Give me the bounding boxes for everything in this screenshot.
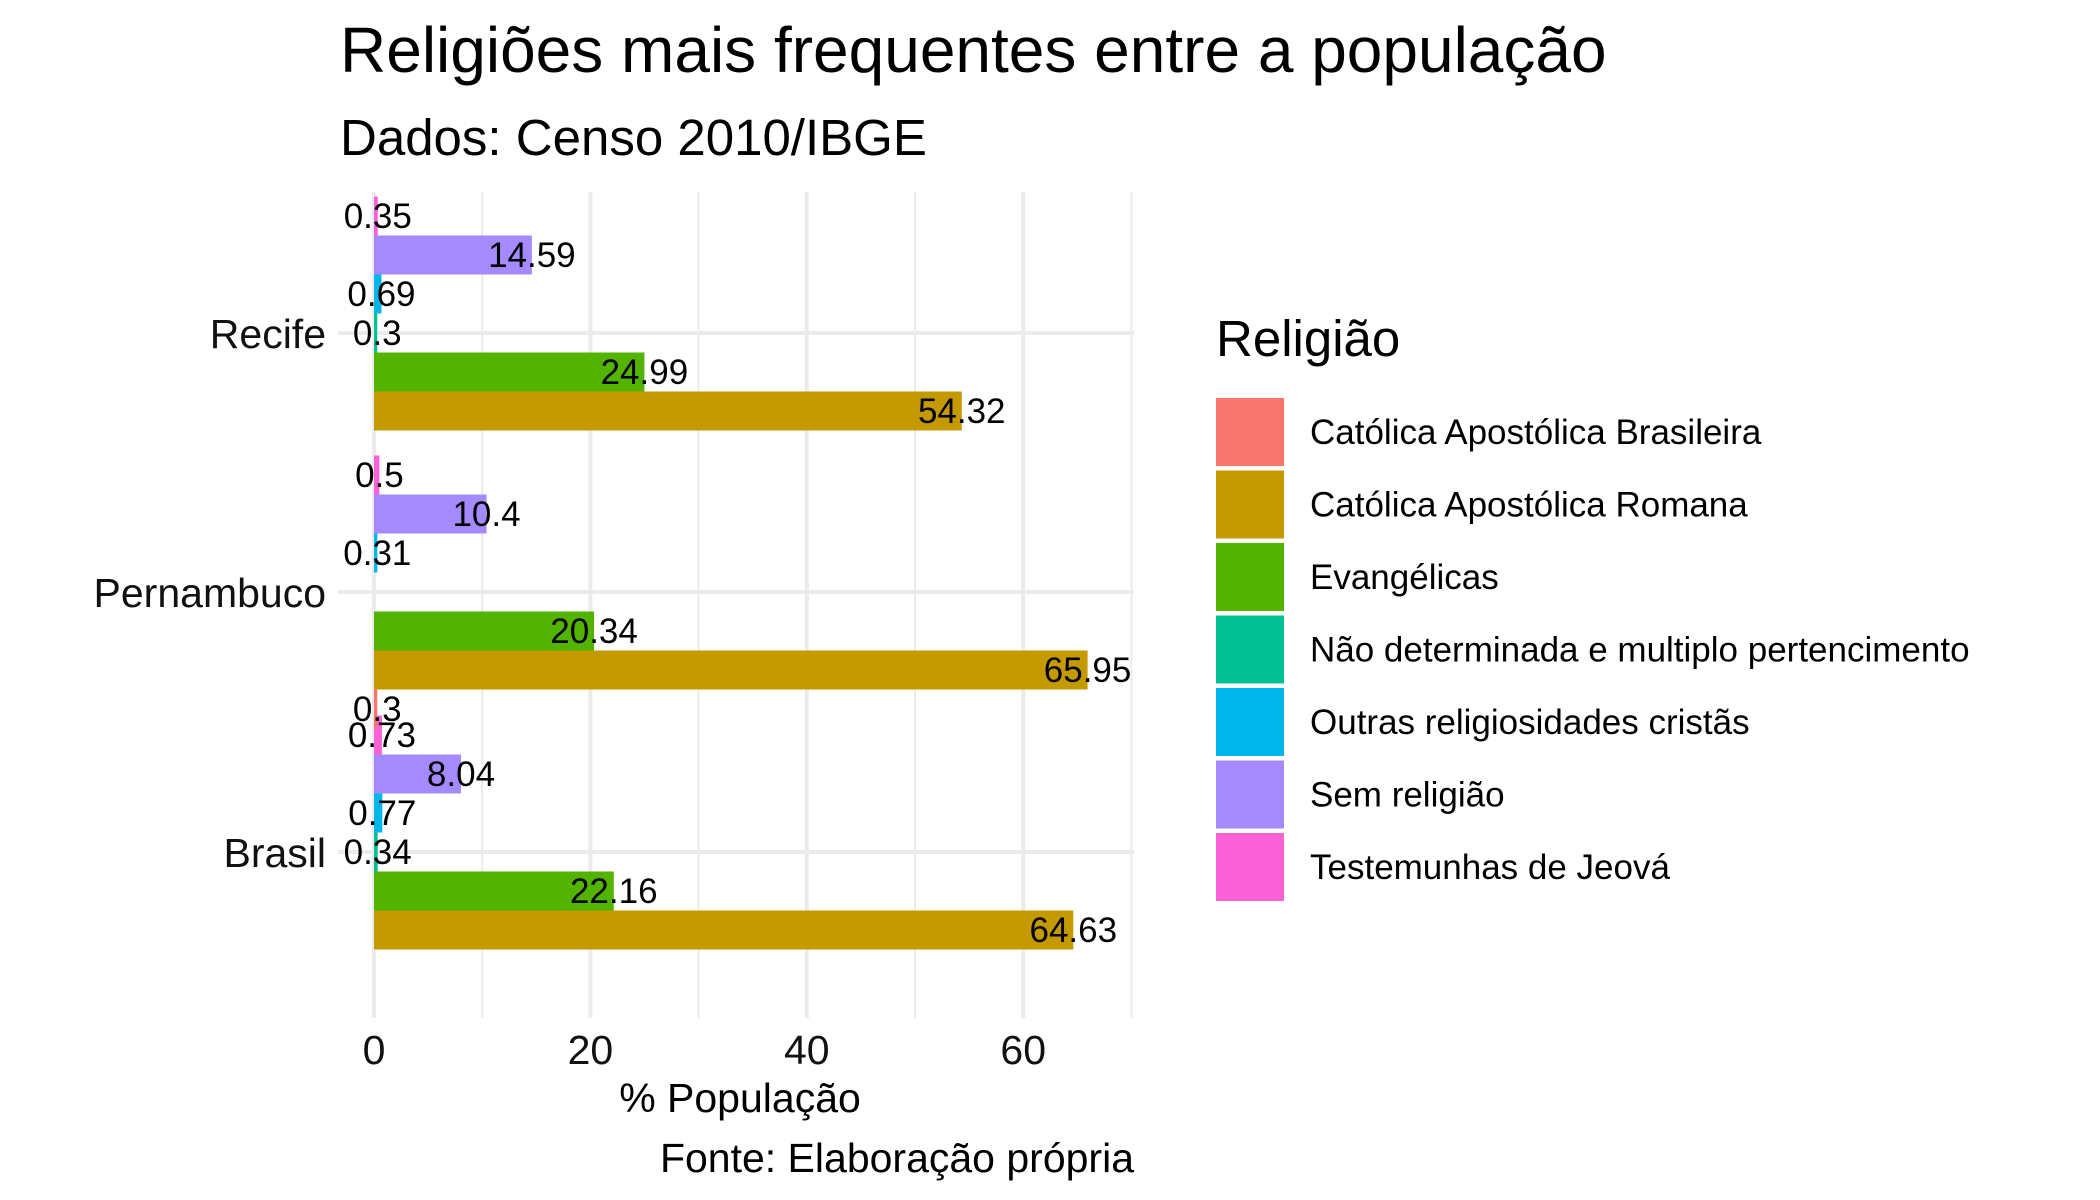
data-label: 0.5: [355, 456, 404, 495]
legend-key: [1216, 760, 1284, 829]
data-label: 14.59: [488, 236, 576, 275]
bar: [374, 274, 382, 314]
bar: [374, 494, 487, 534]
data-label: 65.95: [1044, 651, 1132, 690]
x-tick-label: 40: [784, 1027, 830, 1073]
x-axis: 0 20 40 60: [363, 1027, 1046, 1073]
data-label: 0.69: [347, 275, 415, 314]
legend-label: Não determinada e multiplo pertencimento: [1310, 631, 1970, 670]
bar: [374, 793, 383, 833]
grid: [338, 192, 1134, 1018]
y-axis: Brasil Pernambuco Recife: [94, 311, 326, 876]
bars: [374, 196, 1088, 950]
bar: [374, 871, 614, 911]
legend-key: [1216, 470, 1284, 539]
legend-label: Outras religiosidades cristãs: [1310, 703, 1750, 742]
legend-key: [1216, 833, 1284, 901]
bar: [374, 689, 378, 729]
legend-label: Católica Apostólica Brasileira: [1310, 413, 1762, 452]
bar: [374, 611, 595, 651]
data-label: 64.63: [1029, 911, 1117, 950]
legend-item: Não determinada e multiplo pertencimento: [1216, 615, 1970, 684]
legend-title: Religião: [1216, 310, 1400, 367]
legend-label: Sem religião: [1310, 776, 1505, 815]
x-tick-label: 60: [1000, 1027, 1046, 1073]
x-tick-label: 20: [568, 1027, 614, 1073]
y-tick-label: Brasil: [223, 830, 326, 876]
bar: [374, 650, 1088, 690]
bar: [374, 313, 378, 353]
data-labels: 64.6322.160.340.778.040.730.365.9520.340…: [343, 197, 1131, 950]
bar: [374, 196, 378, 236]
data-label: 0.34: [344, 833, 412, 872]
data-label: 0.73: [348, 716, 416, 755]
legend-label: Evangélicas: [1310, 558, 1499, 597]
bar: [374, 391, 962, 431]
x-tick-label: 0: [363, 1027, 386, 1073]
legend-item: Outras religiosidades cristãs: [1216, 688, 1750, 756]
data-label: 22.16: [570, 872, 658, 911]
bar: [374, 910, 1074, 950]
y-tick-label: Recife: [210, 311, 326, 357]
data-label: 54.32: [918, 392, 1006, 431]
legend-item: Testemunhas de Jeová: [1216, 833, 1670, 901]
legend-item: Católica Apostólica Romana: [1216, 470, 1748, 539]
data-label: 0.77: [348, 794, 416, 833]
data-label: 0.35: [344, 197, 412, 236]
data-label: 0.3: [353, 690, 402, 729]
legend-key: [1216, 615, 1284, 684]
y-tick-label: Pernambuco: [94, 570, 326, 616]
chart-subtitle: Dados: Censo 2010/IBGE: [340, 109, 927, 166]
bar: [374, 754, 461, 794]
legend-item: Evangélicas: [1216, 543, 1499, 611]
data-label: 10.4: [452, 495, 520, 534]
legend-key: [1216, 688, 1284, 756]
bar: [374, 455, 380, 495]
legend-key: [1216, 543, 1284, 611]
bar: [374, 832, 378, 872]
bar: [374, 533, 378, 573]
data-label: 24.99: [601, 353, 689, 392]
legend-item: Sem religião: [1216, 760, 1505, 829]
legend-label: Católica Apostólica Romana: [1310, 486, 1748, 525]
bar: [374, 715, 382, 755]
bar: [374, 235, 532, 275]
chart-title: Religiões mais frequentes entre a popula…: [340, 14, 1607, 86]
data-label: 20.34: [550, 612, 638, 651]
bar: [374, 352, 645, 392]
legend-item: Católica Apostólica Brasileira: [1216, 398, 1762, 466]
legend-label: Testemunhas de Jeová: [1310, 848, 1670, 887]
data-label: 0.31: [343, 534, 411, 573]
legend: Religião Católica Apostólica Brasileira C…: [1216, 310, 1970, 901]
data-label: 8.04: [427, 755, 495, 794]
data-label: 0.3: [353, 314, 402, 353]
chart-caption: Fonte: Elaboração própria: [660, 1135, 1134, 1181]
legend-key: [1216, 398, 1284, 466]
x-axis-title: % População: [619, 1075, 861, 1121]
